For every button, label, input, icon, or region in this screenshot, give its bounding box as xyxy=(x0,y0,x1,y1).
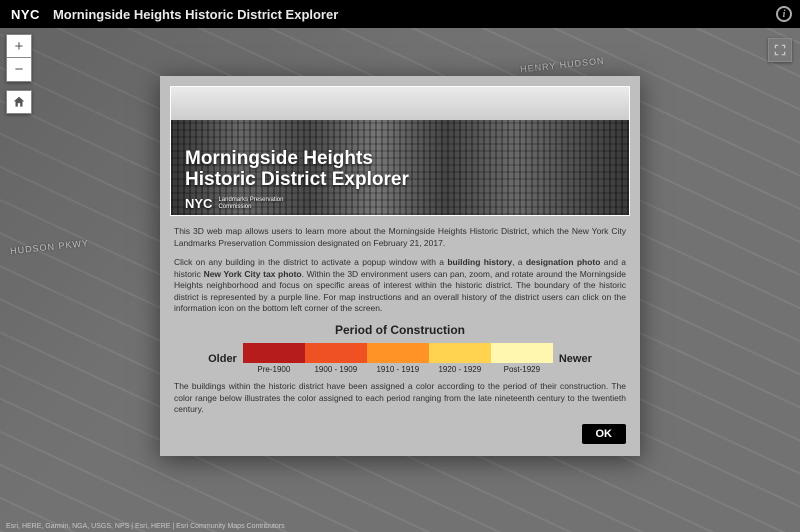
legend-labels: Pre-1900 1900 - 1909 1910 - 1919 1920 - … xyxy=(243,365,553,376)
intro-modal: Morningside Heights Historic District Ex… xyxy=(160,76,640,456)
ok-button[interactable]: OK xyxy=(582,424,627,444)
modal-hero-logo: NYC Landmarks Preservation Commission xyxy=(185,196,283,211)
modal-title-line: Morningside Heights xyxy=(185,148,373,169)
legend-period-label: 1900 - 1909 xyxy=(305,365,367,376)
legend-period-label: Post-1929 xyxy=(491,365,553,376)
legend-bar xyxy=(243,343,553,363)
modal-paragraph: Click on any building in the district to… xyxy=(174,257,626,314)
legend-cell xyxy=(429,343,491,363)
nyc-logo-sub: Landmarks Preservation Commission xyxy=(218,197,283,210)
legend-period-label: 1910 - 1919 xyxy=(367,365,429,376)
legend-older-label: Older xyxy=(208,352,237,367)
legend: Period of Construction Older xyxy=(174,322,626,375)
legend-newer-label: Newer xyxy=(559,352,592,367)
nyc-logo: NYC xyxy=(185,196,212,211)
legend-cell xyxy=(243,343,305,363)
modal-hero: Morningside Heights Historic District Ex… xyxy=(170,86,630,216)
modal-paragraph: The buildings within the historic distri… xyxy=(174,381,626,415)
modal-footer: OK xyxy=(174,424,626,444)
legend-period-label: Pre-1900 xyxy=(243,365,305,376)
legend-cell xyxy=(367,343,429,363)
modal-body: This 3D web map allows users to learn mo… xyxy=(170,216,630,448)
legend-cell xyxy=(305,343,367,363)
legend-cell xyxy=(491,343,553,363)
app-root: HENRY HUDSON HUDSON PKWY NYC Morningside… xyxy=(0,0,800,532)
modal-paragraph: This 3D web map allows users to learn mo… xyxy=(174,226,626,249)
legend-title: Period of Construction xyxy=(174,322,626,338)
modal-title-line: Historic District Explorer xyxy=(185,169,409,190)
modal-title: Morningside Heights Historic District Ex… xyxy=(185,149,409,191)
legend-period-label: 1920 - 1929 xyxy=(429,365,491,376)
modal-overlay: Morningside Heights Historic District Ex… xyxy=(0,0,800,532)
